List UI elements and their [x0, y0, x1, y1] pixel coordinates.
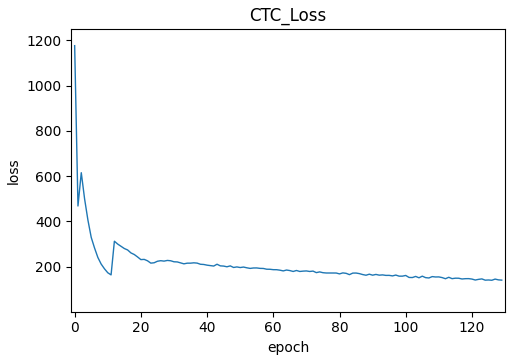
- Title: CTC_Loss: CTC_Loss: [249, 7, 327, 25]
- X-axis label: epoch: epoch: [267, 341, 309, 355]
- Y-axis label: loss: loss: [7, 157, 21, 184]
